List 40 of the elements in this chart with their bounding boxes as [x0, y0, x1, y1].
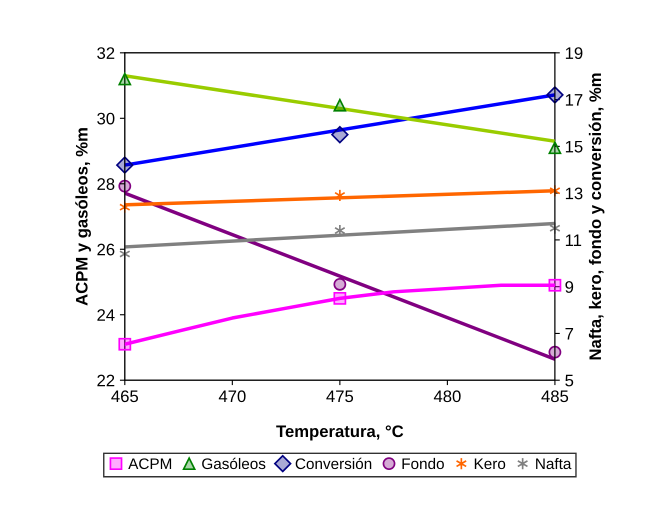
x-tick-label: 465: [111, 390, 138, 402]
point: [548, 278, 562, 292]
point: [333, 292, 346, 305]
y-axis-title: ACPM y gasóleos, %m: [75, 128, 91, 306]
y-tick-label: 22: [97, 374, 114, 386]
legend-label: ACPM: [128, 458, 172, 470]
y-tick-label: 26: [97, 244, 114, 256]
y2-tick-label: 15: [566, 140, 582, 153]
point: [116, 156, 134, 174]
y-tick-label: 24: [97, 309, 115, 321]
y2-tick-label: 13: [566, 188, 582, 200]
y2-tick-label: 17: [566, 94, 582, 106]
legend-label: Gasóleos: [202, 458, 266, 470]
x-tick-label: 480: [434, 390, 461, 402]
y2-tick-label: 5: [565, 374, 574, 386]
point: [331, 126, 349, 144]
legend-label: Conversión: [296, 458, 372, 470]
point: [333, 278, 346, 291]
point: [118, 338, 132, 351]
point: [548, 141, 562, 154]
legend-label: Nafta: [536, 458, 572, 470]
y2-tick-label: 9: [565, 281, 574, 293]
y2-tick-label: 19: [566, 47, 582, 60]
y-tick-label: 32: [97, 47, 114, 60]
y2-tick-label: 7: [565, 328, 574, 340]
legend-label: Kero: [474, 458, 506, 470]
point: [548, 346, 562, 359]
x-tick-label: 485: [541, 390, 568, 402]
legend-label: Fondo: [402, 458, 444, 470]
point: [546, 86, 564, 104]
x-axis-title: Temperatura, °C: [276, 425, 404, 440]
y2-axis-title: Nafta, kero, fondo y conversión, %m: [588, 74, 604, 360]
y2-tick-label: 11: [566, 234, 582, 246]
y-tick-label: 28: [97, 178, 114, 190]
point: [333, 98, 346, 112]
point: [118, 72, 132, 86]
x-tick-label: 470: [218, 390, 246, 402]
point: [118, 180, 132, 193]
x-tick-label: 475: [326, 390, 354, 402]
y-tick-label: 30: [97, 112, 114, 125]
